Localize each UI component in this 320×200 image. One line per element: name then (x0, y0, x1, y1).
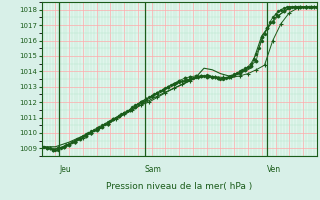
Text: Sam: Sam (145, 165, 162, 174)
Text: Ven: Ven (267, 165, 281, 174)
Text: Pression niveau de la mer( hPa ): Pression niveau de la mer( hPa ) (106, 182, 252, 191)
Text: Jeu: Jeu (60, 165, 71, 174)
